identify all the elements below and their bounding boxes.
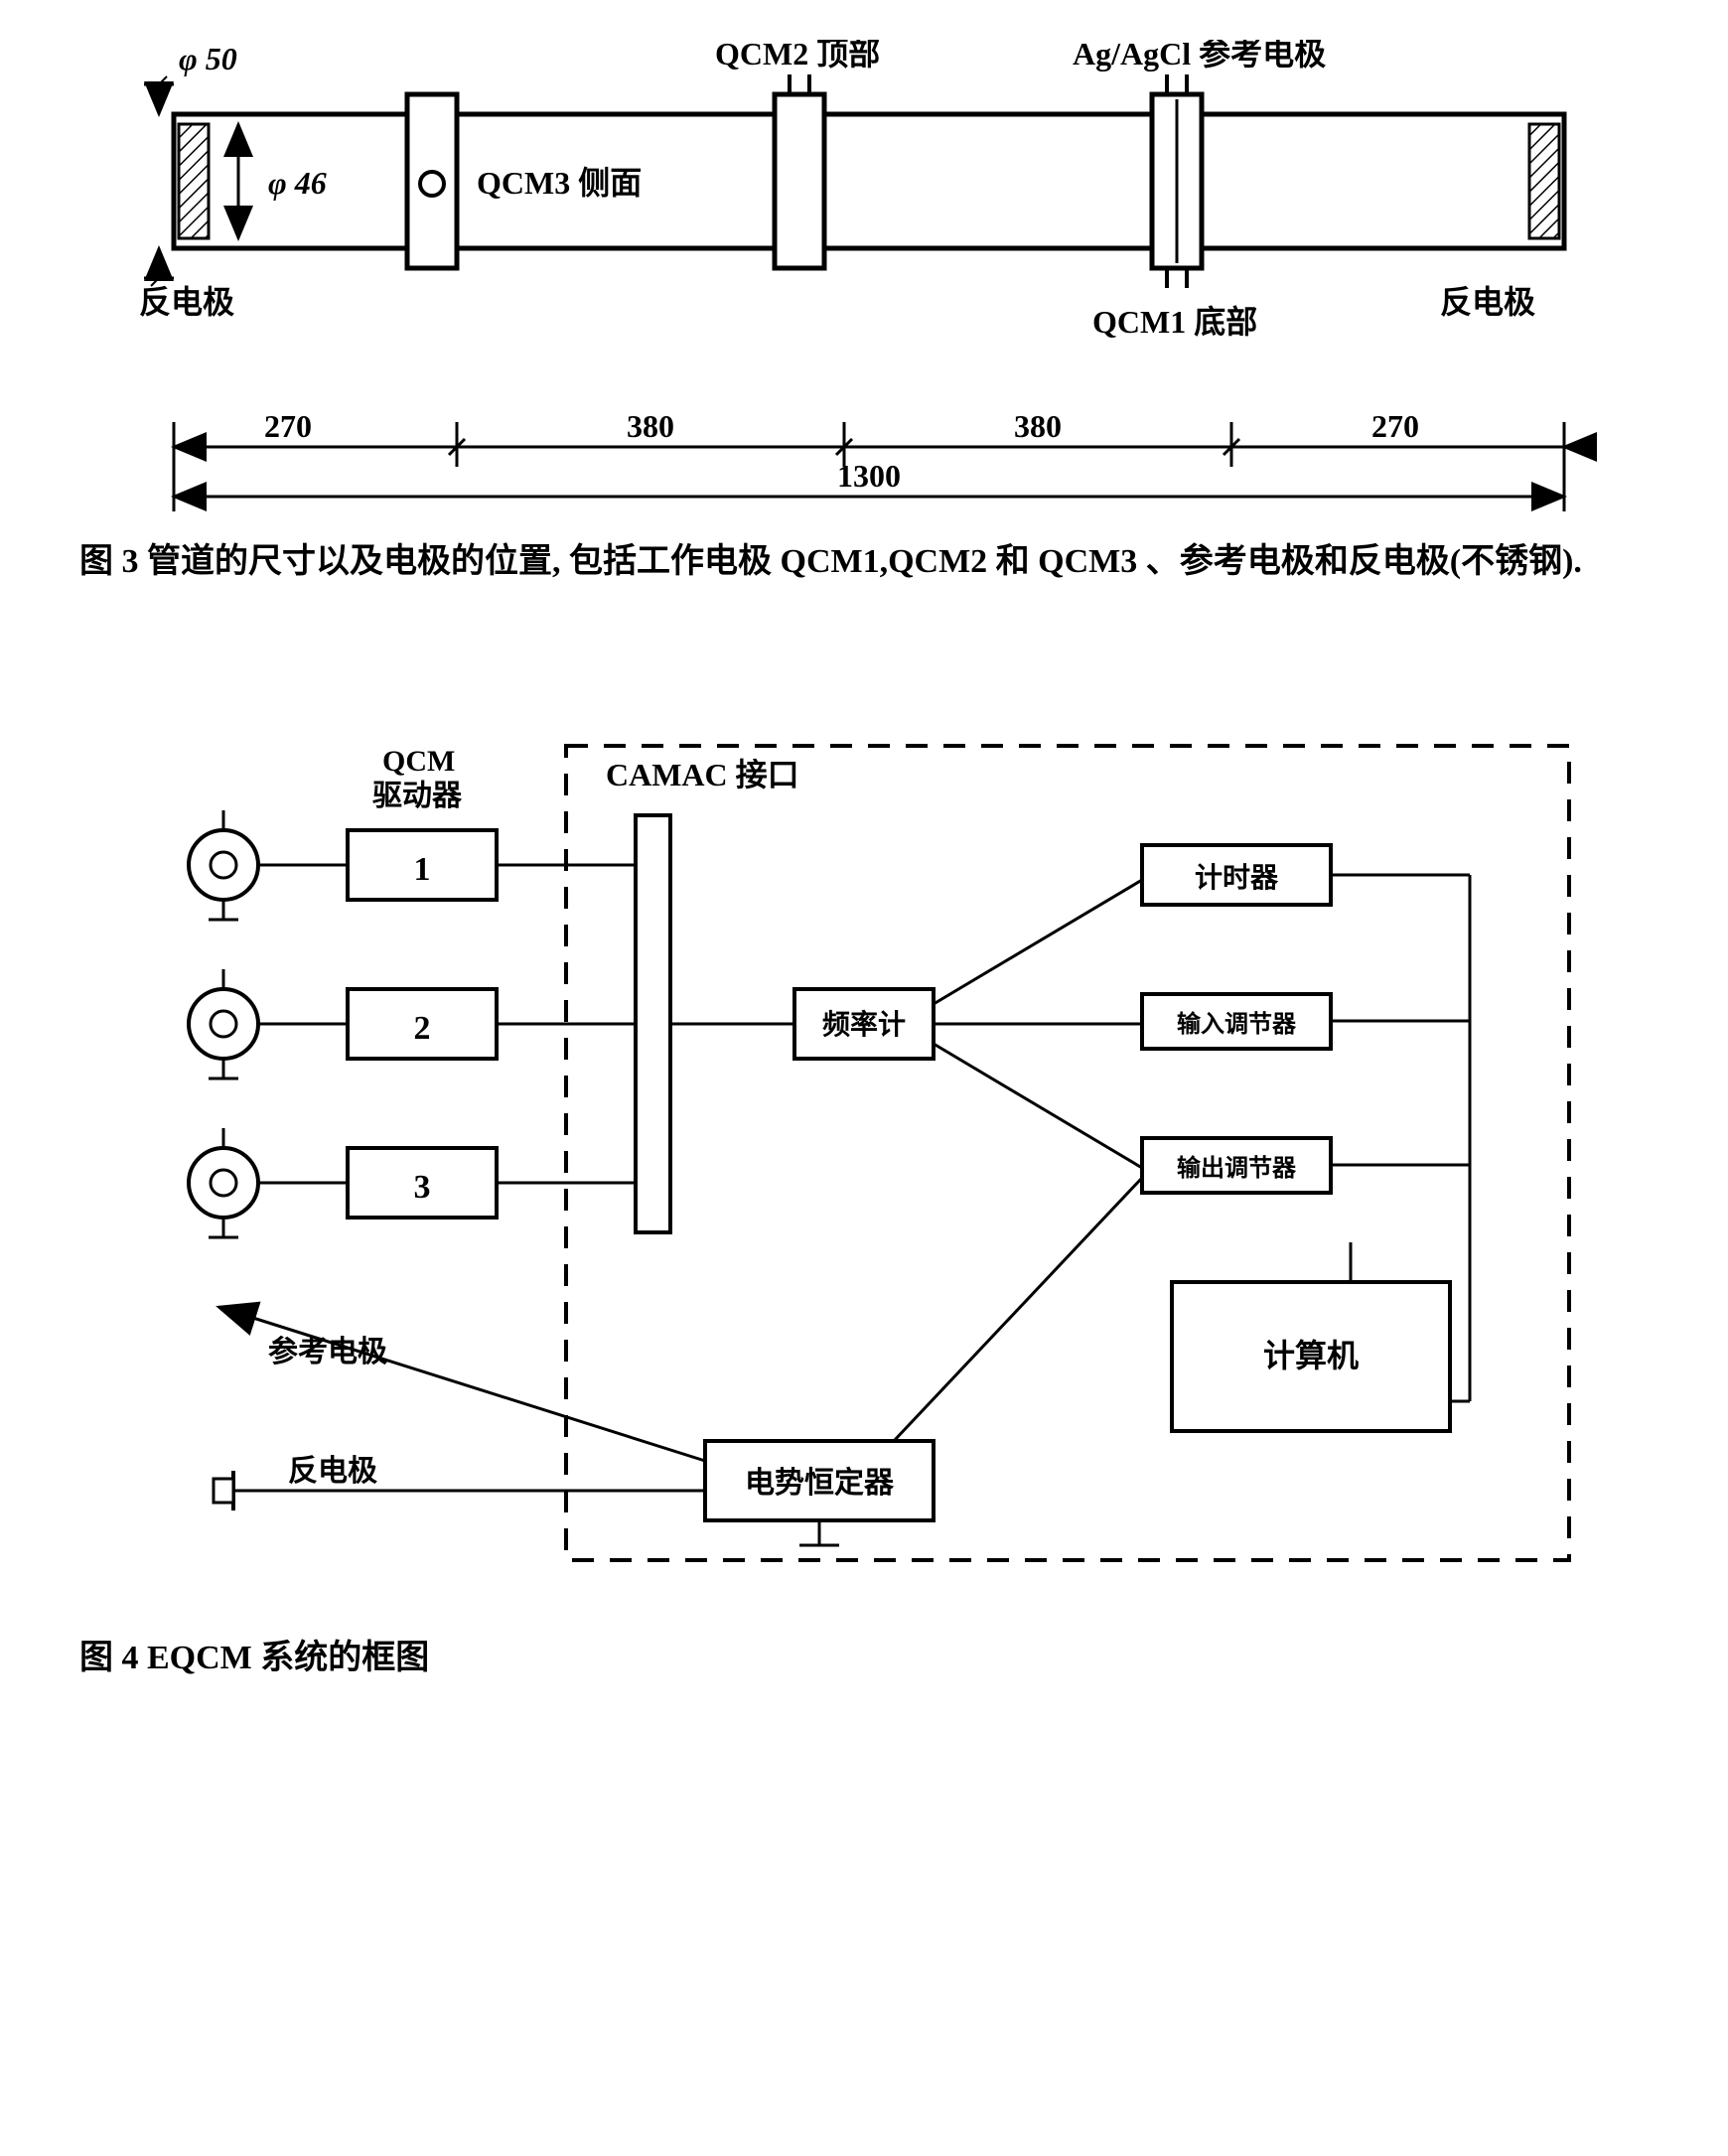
dim-380-1: 380 (627, 408, 674, 444)
qcm2-top-label: QCM2 顶部 (715, 40, 880, 72)
ref-electrode-line (218, 1307, 705, 1461)
dim-total: 1300 (837, 458, 901, 494)
qcm-symbol-2 (189, 969, 258, 1078)
counter-electrode-label: 反电极 (288, 1455, 377, 1488)
freq-counter-label: 频率计 (822, 1008, 906, 1041)
phi46-label: φ 46 (268, 165, 327, 201)
fig3-caption: 图 3 管道的尺寸以及电极的位置, 包括工作电极 QCM1,QCM2 和 QCM… (79, 536, 1649, 587)
camac-box (566, 746, 1569, 1560)
qcm2-fitting (775, 94, 824, 268)
computer-label: 计算机 (1263, 1338, 1359, 1373)
qcm1-bottom-label: QCM1 底部 (1092, 304, 1257, 340)
phi50-label: φ 50 (179, 41, 237, 76)
dim-270-1: 270 (264, 408, 312, 444)
camac-label: CAMAC 接口 (606, 757, 799, 792)
dimension-line: 270 380 380 270 1300 (174, 408, 1564, 511)
dim-380-2: 380 (1014, 408, 1062, 444)
agcl-label: Ag/AgCl 参考电极 (1073, 40, 1326, 72)
counter-right-label: 反电极 (1440, 284, 1535, 320)
counter-electrode-left (179, 124, 209, 238)
counter-electrode-right (1529, 124, 1559, 238)
counter-left-label: 反电极 (139, 284, 234, 320)
ref-electrode-label: 参考电极 (268, 1336, 387, 1368)
fig4-caption: 图 4 EQCM 系统的框图 (79, 1630, 1649, 1678)
output-reg-label: 输出调节器 (1177, 1154, 1297, 1182)
potentiostat-label: 电势恒定器 (745, 1466, 895, 1500)
qcm-symbol-1 (189, 810, 258, 920)
pipe-body (174, 114, 1564, 248)
qcm-symbol-3 (189, 1128, 258, 1237)
qcm-driver-label2: 驱动器 (372, 780, 463, 812)
dim-270-2: 270 (1371, 408, 1419, 444)
driver-3-label: 3 (414, 1169, 431, 1206)
eqcm-block-diagram: CAMAC 接口 QCM 驱动器 1 2 3 频率计 (79, 706, 1649, 1600)
input-reg-label: 输入调节器 (1177, 1010, 1297, 1038)
driver-1-label: 1 (414, 851, 431, 888)
pipe-diagram: φ 50 φ 46 QCM3 侧面 QCM2 顶部 Ag/AgCl 参考电极 反… (79, 40, 1649, 516)
qcm-driver-label1: QCM (382, 745, 455, 778)
qcm3-fitting (407, 94, 457, 268)
mux-bar (636, 815, 670, 1232)
qcm3-side-label: QCM3 侧面 (477, 165, 642, 201)
driver-2-label: 2 (414, 1010, 431, 1047)
timer-label: 计时器 (1195, 862, 1279, 894)
